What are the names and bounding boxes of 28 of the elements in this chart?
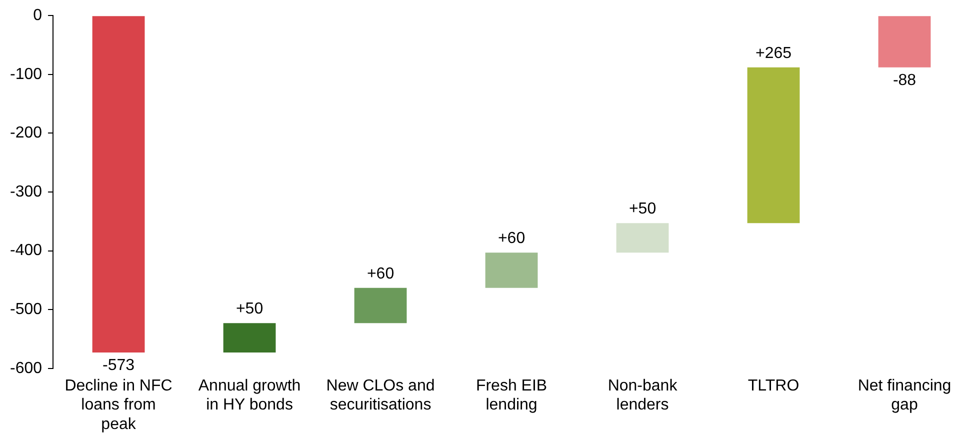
- y-tick-label: -500: [10, 301, 42, 318]
- data-label: +50: [628, 200, 656, 218]
- bar: [878, 16, 931, 68]
- bar: [485, 252, 538, 288]
- x-tick-label: Decline in NFC loans from peak: [64, 377, 172, 433]
- y-tick-label: -200: [10, 124, 42, 142]
- x-tick-label: New CLOs and securitisations: [326, 377, 435, 414]
- y-tick-label: 0: [33, 7, 42, 24]
- data-label: +50: [236, 300, 264, 318]
- bar: [354, 288, 407, 324]
- x-tick-label: Net financing gap: [858, 377, 952, 414]
- data-label: +265: [755, 44, 792, 62]
- data-label: -573: [102, 356, 135, 374]
- bar: [616, 223, 669, 253]
- x-tick-label: TLTRO: [748, 377, 800, 394]
- bar: [747, 67, 800, 224]
- x-tick-label: Annual growth in HY bonds: [198, 377, 301, 414]
- y-tick-label: -400: [10, 242, 42, 260]
- y-tick-label: -600: [10, 360, 42, 377]
- x-tick-label: Fresh EIB lending: [476, 377, 548, 414]
- bar: [223, 323, 276, 353]
- data-label: -88: [892, 72, 916, 89]
- y-tick-label: -100: [10, 66, 42, 83]
- y-tick-label: -300: [10, 183, 42, 200]
- bar: [92, 16, 145, 353]
- x-tick-label: Non-bank lenders: [608, 377, 678, 414]
- data-label: +60: [498, 230, 526, 247]
- data-label: +60: [366, 265, 394, 282]
